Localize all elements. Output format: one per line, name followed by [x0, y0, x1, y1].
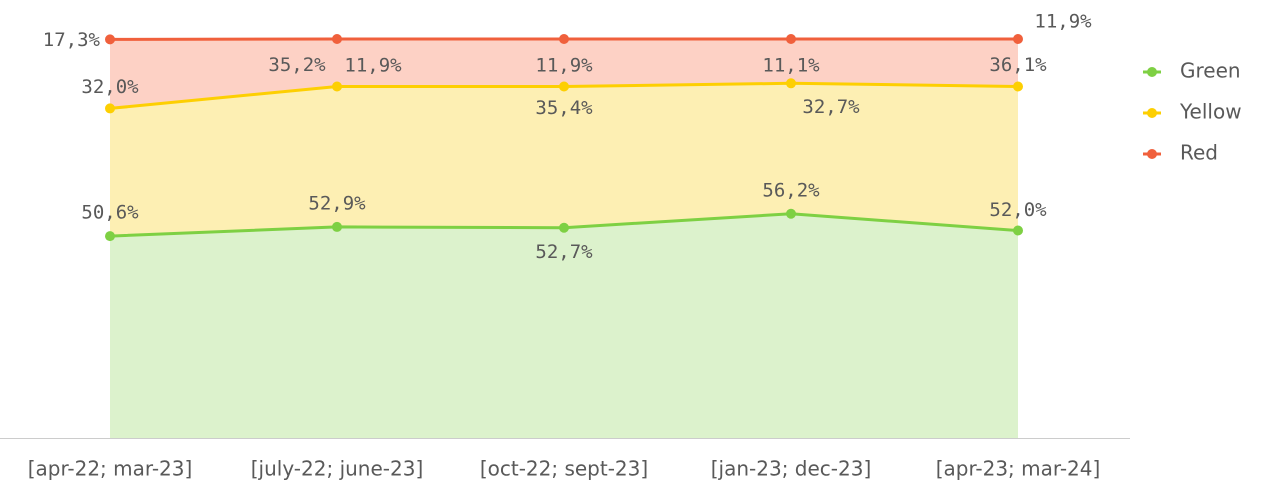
- point: [105, 103, 115, 114]
- point: [1013, 81, 1023, 92]
- area: [110, 39, 1018, 109]
- data-label: 11,9%: [344, 55, 402, 77]
- data-label: 11,1%: [762, 55, 820, 77]
- point: [786, 78, 796, 89]
- legend-marker: [1147, 149, 1157, 159]
- data-label: 35,2%: [268, 54, 326, 76]
- legend-label: Red: [1180, 141, 1218, 165]
- x-tick-label: [apr-23; mar-24]: [936, 457, 1101, 481]
- point: [786, 208, 796, 219]
- data-label: 32,0%: [81, 76, 139, 98]
- point: [105, 34, 115, 45]
- point: [332, 81, 342, 92]
- legend-label: Yellow: [1179, 100, 1242, 124]
- x-tick-label: [july-22; june-23]: [251, 457, 424, 481]
- data-label: 56,2%: [762, 179, 820, 201]
- data-label: 32,7%: [802, 96, 860, 118]
- area: [110, 213, 1018, 438]
- point: [559, 81, 569, 92]
- data-label: 52,0%: [989, 199, 1047, 221]
- point: [559, 222, 569, 233]
- data-label: 35,4%: [535, 97, 593, 119]
- data-label: 50,6%: [81, 202, 139, 224]
- point: [1013, 34, 1023, 44]
- data-label: 17,3%: [43, 29, 101, 51]
- legend-marker: [1147, 108, 1157, 118]
- point: [559, 34, 569, 44]
- point: [105, 231, 115, 242]
- data-label: 36,1%: [989, 54, 1047, 76]
- x-tick-label: [jan-23; dec-23]: [711, 457, 872, 481]
- data-label: 52,7%: [535, 241, 593, 263]
- legend-label: Green: [1180, 59, 1241, 83]
- x-tick-label: [apr-22; mar-23]: [28, 457, 193, 481]
- point: [786, 34, 796, 44]
- data-label: 11,9%: [535, 55, 593, 77]
- point: [332, 221, 342, 232]
- data-label: 52,9%: [308, 192, 366, 214]
- point: [332, 34, 342, 44]
- x-tick-label: [oct-22; sept-23]: [480, 457, 648, 481]
- legend-marker: [1147, 67, 1157, 77]
- data-label: 11,9%: [1034, 11, 1092, 33]
- area: [110, 83, 1018, 237]
- point: [1013, 225, 1023, 236]
